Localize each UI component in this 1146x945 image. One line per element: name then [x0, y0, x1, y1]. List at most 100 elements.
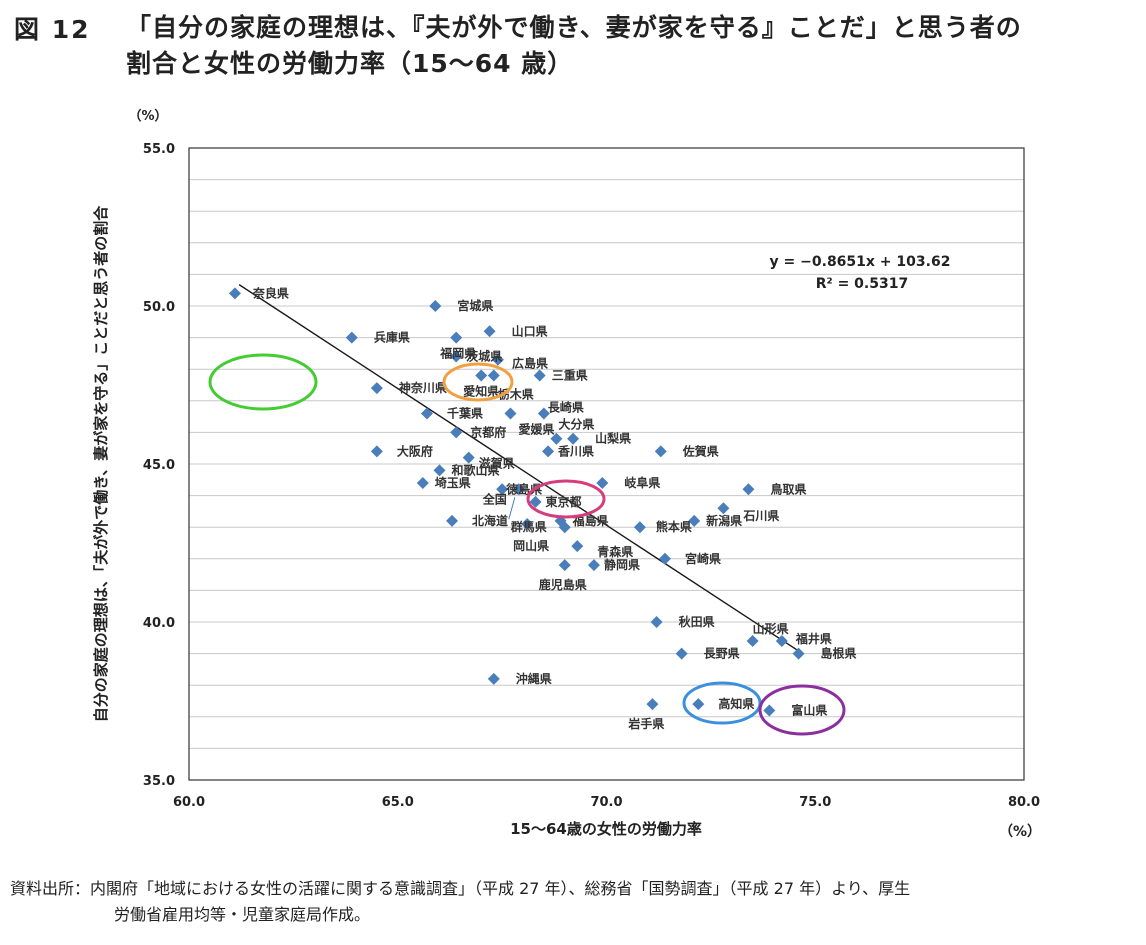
y-tick-label: 35.0 [143, 774, 175, 789]
data-point-marker [646, 698, 659, 711]
highlight-ellipses [208, 353, 846, 736]
data-point-marker [450, 331, 463, 344]
data-point-label: 兵庫県 [374, 330, 410, 345]
data-point-label: 神奈川県 [399, 380, 447, 395]
data-point-marker [688, 514, 701, 527]
data-point-label: 島根県 [821, 646, 857, 661]
data-point-marker [746, 634, 759, 647]
highlight-ellipse [442, 362, 514, 402]
data-point-marker [792, 647, 805, 660]
data-point-marker [521, 518, 534, 531]
data-points [228, 287, 805, 717]
data-point-marker [717, 502, 730, 515]
data-point-label: 岩手県 [627, 716, 664, 731]
data-point-label: 佐賀県 [682, 443, 719, 458]
leader-line [508, 497, 516, 520]
data-point-label: 千葉県 [447, 405, 483, 420]
figure-title-line2: 割合と女性の労働力率（15～64 歳） [126, 49, 574, 78]
data-point-label: 宮城県 [457, 298, 493, 313]
data-point-label: 京都府 [470, 424, 506, 439]
data-point-label: 岐阜県 [624, 475, 660, 490]
plot-area-frame [188, 147, 1025, 781]
figure-title-text: 「自分の家庭の理想は、『夫が外で働き、妻が家を守る』ことだ」と思う者の 割合と女… [126, 10, 1136, 82]
data-point-label: 長野県 [704, 646, 740, 661]
data-point-marker [692, 698, 705, 711]
figure-title-line1: 「自分の家庭の理想は、『夫が外で働き、妻が家を守る』ことだ」と思う者の [126, 13, 1022, 42]
data-point-label: 愛知県 [463, 384, 499, 399]
highlight-ellipse [208, 353, 318, 411]
data-point-marker [542, 445, 555, 458]
x-tick-label: 65.0 [382, 795, 414, 810]
data-point-marker [512, 483, 525, 496]
data-point-label: 新潟県 [706, 513, 742, 528]
x-axis-unit: （%） [999, 824, 1041, 840]
data-point-marker [558, 521, 571, 534]
data-point-marker [537, 407, 550, 420]
data-point-marker [558, 559, 571, 572]
data-point-label: 三重県 [552, 368, 588, 383]
data-point-label: 高知県 [718, 696, 754, 711]
data-point-marker [633, 521, 646, 534]
data-point-label: 茨城県 [466, 349, 502, 364]
data-point-label: 長崎県 [548, 399, 584, 414]
x-tick-label: 75.0 [799, 795, 831, 810]
data-point-marker [416, 476, 429, 489]
data-point-marker [587, 559, 600, 572]
x-axis-label: 15～64歳の女性の労働力率 [510, 820, 702, 838]
data-point-marker [475, 369, 488, 382]
data-point-marker [433, 464, 446, 477]
data-point-marker [446, 514, 459, 527]
data-point-label: 大阪府 [397, 443, 433, 458]
data-point-marker [450, 426, 463, 439]
source-note: 資料出所：内閣府「地域における女性の活躍に関する意識調査」（平成 27 年）、総… [10, 876, 1135, 928]
data-point-label: 和歌山県 [451, 462, 500, 477]
point-labels: 奈良県宮城県福岡県山口県兵庫県茨城県広島県愛知県栃木県三重県神奈川県長崎県千葉県… [252, 285, 857, 731]
data-point-marker [763, 704, 776, 717]
data-point-marker [567, 432, 580, 445]
data-point-label: 秋田県 [679, 614, 715, 629]
data-point-marker [487, 672, 500, 685]
data-point-marker [491, 353, 504, 366]
data-point-label: 滋賀県 [479, 456, 515, 471]
trend-line [238, 284, 799, 652]
data-point-marker [345, 331, 358, 344]
data-point-label: 東京都 [546, 494, 582, 509]
data-point-label: 鹿児島県 [539, 577, 587, 592]
highlight-ellipse [758, 684, 846, 736]
y-tick-label: 50.0 [143, 300, 175, 315]
data-point-marker [742, 483, 755, 496]
data-point-label: 香川県 [557, 443, 594, 458]
data-point-marker [429, 300, 442, 312]
data-point-marker [370, 445, 383, 458]
y-tick-label: 55.0 [143, 142, 175, 157]
x-tick-label: 60.0 [173, 795, 205, 810]
data-point-label: 富山県 [791, 702, 827, 717]
data-point-marker [450, 350, 463, 363]
x-tick-label: 70.0 [590, 795, 622, 810]
data-point-label: 石川県 [742, 509, 779, 523]
x-axis-ticks: 60.0 65.0 70.0 75.0 80.0 [173, 795, 1040, 810]
y-axis-ticks: 35.0 40.0 45.0 50.0 55.0 [143, 142, 175, 789]
data-point-label: 徳島県 [505, 481, 542, 496]
data-point-label: 岡山県 [513, 538, 549, 553]
data-point-marker [533, 369, 546, 382]
data-point-label: 奈良県 [252, 285, 289, 300]
highlight-ellipse [682, 681, 762, 725]
data-point-marker [462, 451, 475, 464]
source-label: 資料出所： [10, 879, 91, 898]
data-point-marker [420, 407, 433, 420]
data-point-label: 宮崎県 [685, 551, 721, 566]
y-tick-label: 45.0 [143, 458, 175, 473]
figure-number: 図 12 [14, 15, 91, 44]
regression-equation: y = −0.8651x + 103.62 R² = 0.5317 [770, 254, 951, 292]
grid-lines [189, 179, 1024, 749]
data-point-marker [228, 287, 241, 300]
source-line2: 労働省雇用均等・児童家庭局作成。 [114, 905, 371, 924]
data-point-label: 山形県 [753, 621, 789, 636]
data-point-label: 熊本県 [656, 519, 692, 534]
data-point-label: 山口県 [512, 323, 548, 338]
data-point-label: 埼玉県 [435, 475, 471, 490]
data-point-marker [496, 483, 509, 496]
data-point-marker [487, 369, 500, 382]
highlight-ellipse [526, 479, 606, 519]
